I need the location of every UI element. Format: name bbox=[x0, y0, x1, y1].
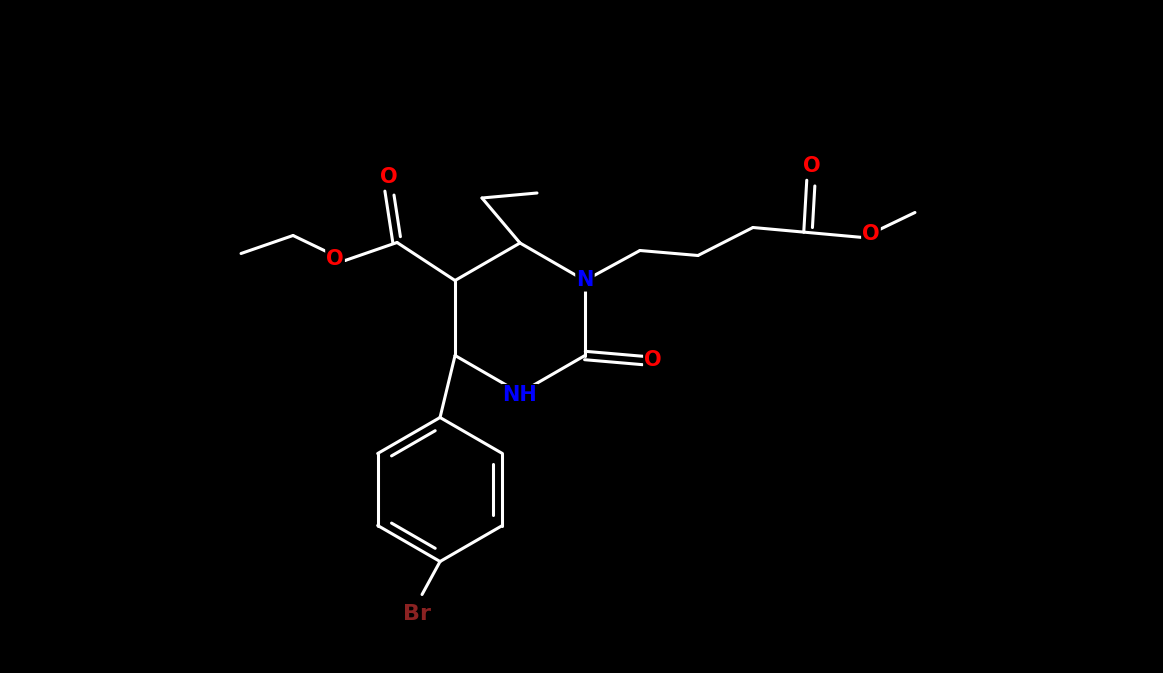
Text: O: O bbox=[327, 248, 344, 269]
Text: NH: NH bbox=[502, 385, 537, 405]
Text: Br: Br bbox=[404, 604, 431, 625]
Text: O: O bbox=[804, 157, 821, 176]
Text: O: O bbox=[862, 225, 879, 244]
Text: O: O bbox=[380, 166, 398, 186]
Text: O: O bbox=[644, 351, 662, 371]
Text: N: N bbox=[576, 271, 593, 291]
